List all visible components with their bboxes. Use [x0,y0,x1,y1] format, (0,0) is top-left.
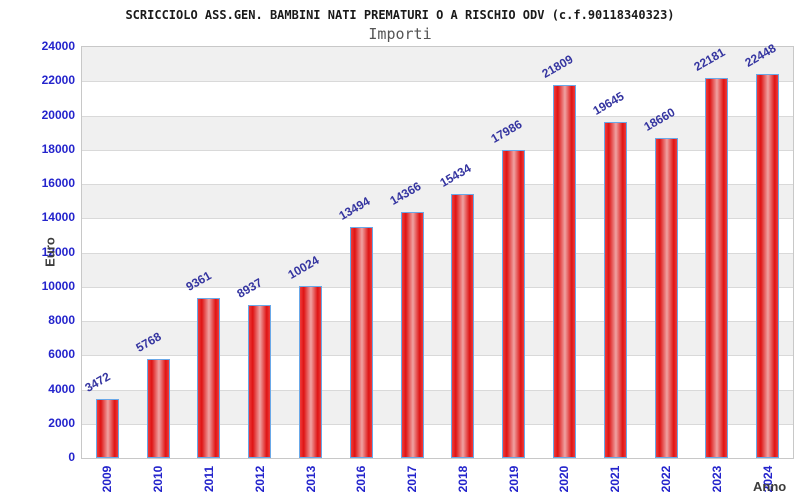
background-band [82,389,793,424]
gridline [82,252,793,254]
background-band [82,355,793,390]
x-tick-label: 2011 [201,465,216,493]
bar-2010 [146,359,170,458]
x-tick-label: 2018 [455,465,470,493]
x-tick-label: 2017 [405,465,420,493]
bar-2022 [654,138,678,458]
y-tick-label: 20000 [41,107,75,122]
y-tick-label: 0 [68,450,75,464]
gridline [82,218,793,220]
x-tick-label: 2019 [506,465,521,493]
gridline [82,321,793,322]
gridline [82,286,793,288]
bar-2011 [197,297,221,458]
y-tick-label: 10000 [41,278,75,293]
background-band [82,321,793,356]
x-tick-label: 2023 [709,465,724,493]
chart-subtitle: Importi [368,25,432,43]
x-tick-label: 2012 [252,465,267,493]
chart-title: SCRICCIOLO ASS.GEN. BAMBINI NATI PREMATU… [125,8,675,22]
bar-2016 [349,226,373,458]
bar-2018 [451,193,475,458]
bar-2021 [603,121,627,458]
bar-2019 [502,149,526,458]
x-tick-label: 2009 [100,465,115,493]
bar-2023 [705,78,729,458]
background-band [82,81,793,116]
background-band [82,115,793,150]
background-band [82,218,793,253]
gridline [82,423,793,425]
background-band [82,47,793,82]
background-band [82,184,793,219]
bar-2024 [756,73,780,458]
y-tick-label: 22000 [41,73,75,88]
y-axis-title: Euro [42,237,58,267]
background-band [82,423,793,458]
y-tick-label: 24000 [41,39,75,53]
gridline [82,389,793,391]
bar-2013 [299,286,323,458]
y-tick-label: 18000 [41,141,75,156]
x-axis-title: Anno [753,479,787,494]
y-tick-label: 2000 [48,415,75,430]
gridline [82,355,793,357]
bar-2020 [552,84,576,458]
y-tick-label: 12000 [41,244,75,259]
gridline [82,149,793,151]
x-tick-label: 2020 [557,465,572,493]
y-tick-label: 14000 [41,210,75,225]
bar-2012 [248,304,272,458]
x-tick-label: 2021 [608,465,623,493]
x-tick-label: 2010 [151,465,166,493]
x-tick-label: 2016 [354,465,369,493]
y-tick-label: 6000 [48,347,75,362]
bar-2017 [400,211,424,458]
bar-2009 [95,398,119,458]
x-tick-label: 2013 [303,465,318,493]
y-tick-label: 16000 [41,176,75,190]
gridline [82,184,793,185]
y-tick-label: 8000 [48,313,75,327]
x-tick-label: 2022 [659,465,674,493]
gridline [82,81,793,83]
gridline [82,115,793,117]
y-tick-label: 4000 [48,381,75,396]
plot-area [81,46,794,459]
